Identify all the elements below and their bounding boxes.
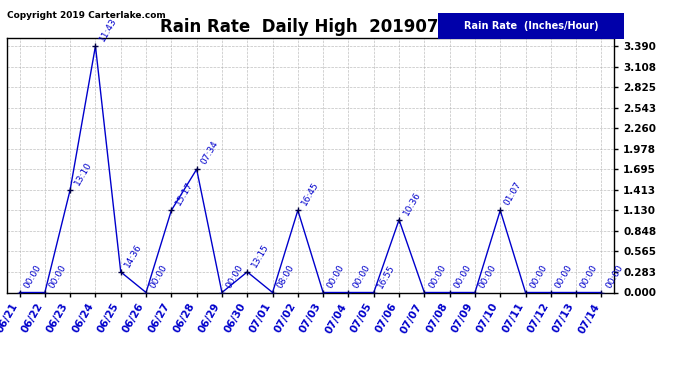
Text: 00:00: 00:00 <box>427 262 448 290</box>
Text: 00:00: 00:00 <box>477 262 498 290</box>
Text: 00:00: 00:00 <box>224 262 245 290</box>
Text: 00:00: 00:00 <box>148 262 169 290</box>
Text: 00:00: 00:00 <box>604 262 624 290</box>
Text: 00:00: 00:00 <box>452 262 473 290</box>
Text: 13:10: 13:10 <box>72 160 93 187</box>
Text: 00:00: 00:00 <box>579 262 600 290</box>
Text: 13:15: 13:15 <box>250 242 270 269</box>
Text: 00:00: 00:00 <box>351 262 372 290</box>
Text: 07:34: 07:34 <box>199 140 220 166</box>
Text: 01:07: 01:07 <box>503 180 524 207</box>
Text: 14:36: 14:36 <box>124 242 144 269</box>
Text: 16:45: 16:45 <box>300 181 321 207</box>
Text: 08:00: 08:00 <box>275 262 296 290</box>
Text: 00:00: 00:00 <box>528 262 549 290</box>
Text: 16:55: 16:55 <box>376 262 397 290</box>
Text: 00:00: 00:00 <box>48 262 68 290</box>
Text: 00:00: 00:00 <box>22 262 43 290</box>
Text: 00:00: 00:00 <box>326 262 346 290</box>
Text: Rain Rate  (Inches/Hour): Rain Rate (Inches/Hour) <box>464 21 599 31</box>
Text: 10:36: 10:36 <box>402 190 422 217</box>
Text: 00:00: 00:00 <box>553 262 574 290</box>
Text: Copyright 2019 Carterlake.com: Copyright 2019 Carterlake.com <box>7 11 166 20</box>
Title: Rain Rate  Daily High  20190715: Rain Rate Daily High 20190715 <box>160 18 461 36</box>
Text: 11:43: 11:43 <box>98 16 119 43</box>
Text: 15:17: 15:17 <box>174 180 195 207</box>
